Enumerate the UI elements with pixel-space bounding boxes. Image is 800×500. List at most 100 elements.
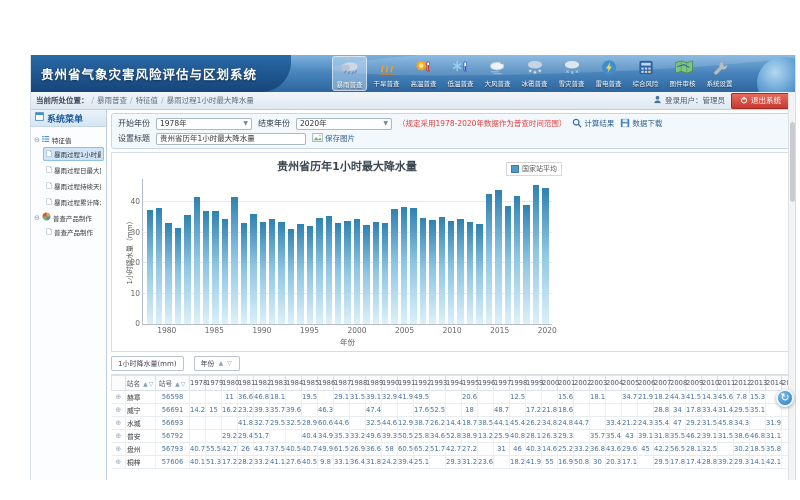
year-header-1978[interactable]: 1978 bbox=[190, 376, 206, 391]
year-header-1995[interactable]: 1995 bbox=[462, 376, 478, 391]
toolbar-item-high-temp[interactable]: 高温普查 bbox=[406, 56, 441, 91]
vertical-scrollbar[interactable] bbox=[788, 92, 795, 480]
year-header-2005[interactable]: 2005 bbox=[622, 376, 638, 391]
year-header-2010[interactable]: 2010 bbox=[702, 376, 718, 391]
toolbar-item-lightning[interactable]: 雷电普查 bbox=[591, 56, 626, 91]
sidebar-item[interactable]: 暴雨过程日最大降水量 bbox=[43, 163, 104, 177]
year-header-2002[interactable]: 2002 bbox=[574, 376, 590, 391]
data-download-button[interactable]: 数据下载 bbox=[620, 118, 662, 130]
year-header-1986[interactable]: 1986 bbox=[318, 376, 334, 391]
value-cell bbox=[302, 404, 318, 417]
row-expander-icon[interactable]: ⊕ bbox=[112, 391, 126, 404]
toolbar-item-drought[interactable]: 干旱普查 bbox=[369, 56, 404, 91]
start-year-select[interactable]: 1978年 ▼ bbox=[156, 118, 252, 130]
main-region: 系统菜单 ⊖特征值暴雨过程1小时最大降水量暴雨过程日最大降水量暴雨过程持续天数暴… bbox=[31, 110, 795, 480]
toolbar-item-composite-risk[interactable]: 综合风险 bbox=[628, 56, 663, 91]
value-cell: 51.7 bbox=[430, 443, 446, 456]
unit-filter-box[interactable]: 1小时降水量(mm) bbox=[111, 356, 184, 371]
toolbar-item-map-review[interactable]: 图件审核 bbox=[665, 56, 700, 91]
map-review-icon bbox=[672, 58, 694, 77]
toolbar-item-label: 系统设置 bbox=[707, 78, 733, 88]
year-header-2012[interactable]: 2012 bbox=[734, 376, 750, 391]
row-expander-icon[interactable]: ⊕ bbox=[112, 417, 126, 430]
year-header-2003[interactable]: 2003 bbox=[590, 376, 606, 391]
year-filter-box[interactable]: 年份 ▲ ▽ bbox=[194, 356, 240, 371]
value-cell: 40.3 bbox=[526, 443, 542, 456]
year-header-1981[interactable]: 1981 bbox=[238, 376, 254, 391]
row-expander-icon[interactable]: ⊕ bbox=[112, 443, 126, 456]
row-expander-icon[interactable]: ⊕ bbox=[112, 430, 126, 443]
toolbar-item-low-temp[interactable]: 低温普查 bbox=[443, 56, 478, 91]
year-header-2001[interactable]: 2001 bbox=[558, 376, 574, 391]
x-tick-label: 1995 bbox=[300, 326, 319, 335]
calc-result-button[interactable]: 计算结果 bbox=[572, 118, 614, 130]
bar-1991 bbox=[269, 219, 275, 324]
collapse-icon[interactable]: ⊖ bbox=[34, 214, 40, 222]
breadcrumb-item[interactable]: 特征值 bbox=[136, 95, 159, 106]
refresh-float-button[interactable]: ↻ bbox=[776, 389, 794, 407]
sidebar-item[interactable]: 普查产品制作 bbox=[43, 225, 104, 239]
year-header-2013[interactable]: 2013 bbox=[750, 376, 766, 391]
toolbar-item-label: 雪灾普查 bbox=[559, 78, 585, 88]
year-header-1993[interactable]: 1993 bbox=[430, 376, 446, 391]
value-cell: 60.5 bbox=[398, 443, 414, 456]
scrollbar-thumb[interactable] bbox=[790, 122, 795, 202]
end-year-select[interactable]: 2020年 ▼ bbox=[296, 118, 392, 130]
breadcrumb-item[interactable]: 暴雨普查 bbox=[97, 95, 127, 106]
breadcrumb-item[interactable]: 暴雨过程1小时最大降水量 bbox=[167, 95, 254, 106]
year-header-2009[interactable]: 2009 bbox=[686, 376, 702, 391]
year-header-2011[interactable]: 2011 bbox=[718, 376, 734, 391]
value-cell: 14.6 bbox=[542, 443, 558, 456]
sort-arrows-icon[interactable]: ▲ ▽ bbox=[219, 360, 233, 367]
toolbar-item-hail[interactable]: 冰雹普查 bbox=[517, 56, 552, 91]
collapse-icon[interactable]: ⊖ bbox=[34, 136, 40, 144]
toolbar-item-snow[interactable]: 雪灾普查 bbox=[554, 56, 589, 91]
year-filter-label: 年份 bbox=[201, 359, 215, 369]
year-header-2014[interactable]: 2014 bbox=[766, 376, 782, 391]
row-expander-icon[interactable]: ⊕ bbox=[112, 404, 126, 417]
sidebar-item[interactable]: 暴雨过程持续天数 bbox=[43, 179, 104, 193]
year-header-1989[interactable]: 1989 bbox=[366, 376, 382, 391]
sort-arrows-icon[interactable]: ▲▽ bbox=[172, 381, 186, 388]
station-id-header[interactable]: 站号 ▲▽ bbox=[156, 376, 190, 391]
toolbar-item-wind[interactable]: 大风普查 bbox=[480, 56, 515, 91]
year-header-1998[interactable]: 1998 bbox=[510, 376, 526, 391]
year-header-1992[interactable]: 1992 bbox=[414, 376, 430, 391]
year-header-2007[interactable]: 2007 bbox=[654, 376, 670, 391]
year-header-1988[interactable]: 1988 bbox=[350, 376, 366, 391]
toolbar-item-rainstorm[interactable]: 暴雨普查 bbox=[332, 56, 367, 91]
value-cell: 43 bbox=[622, 430, 638, 443]
year-header-1983[interactable]: 1983 bbox=[270, 376, 286, 391]
bar-slot bbox=[465, 179, 474, 324]
value-cell: 46.2 bbox=[686, 430, 702, 443]
row-expander-icon[interactable]: ⊕ bbox=[112, 456, 126, 469]
save-image-button[interactable]: 保存图片 bbox=[312, 132, 355, 145]
logout-button[interactable]: 退出系统 bbox=[731, 93, 790, 109]
year-header-2008[interactable]: 2008 bbox=[670, 376, 686, 391]
toolbar-item-settings[interactable]: 系统设置 bbox=[702, 56, 737, 91]
year-header-1994[interactable]: 1994 bbox=[446, 376, 462, 391]
bar-slot bbox=[164, 179, 173, 324]
year-header-1984[interactable]: 1984 bbox=[286, 376, 302, 391]
year-header-1999[interactable]: 1999 bbox=[526, 376, 542, 391]
year-header-1982[interactable]: 1982 bbox=[254, 376, 270, 391]
year-header-1979[interactable]: 1979 bbox=[206, 376, 222, 391]
sidebar-group-特征值: ⊖特征值 bbox=[34, 135, 104, 145]
year-header-2006[interactable]: 2006 bbox=[638, 376, 654, 391]
sort-arrows-icon[interactable]: ▲▽ bbox=[140, 381, 154, 388]
year-header-1985[interactable]: 1985 bbox=[302, 376, 318, 391]
year-header-1991[interactable]: 1991 bbox=[398, 376, 414, 391]
year-header-2000[interactable]: 2000 bbox=[542, 376, 558, 391]
year-header-1990[interactable]: 1990 bbox=[382, 376, 398, 391]
station-name-label: 站名 bbox=[127, 380, 141, 388]
year-header-1987[interactable]: 1987 bbox=[334, 376, 350, 391]
station-name-header[interactable]: 站名 ▲▽ bbox=[126, 376, 156, 391]
year-header-1980[interactable]: 1980 bbox=[222, 376, 238, 391]
year-header-2004[interactable]: 2004 bbox=[606, 376, 622, 391]
value-cell: 55 bbox=[542, 456, 558, 469]
year-header-1997[interactable]: 1997 bbox=[494, 376, 510, 391]
sidebar-item[interactable]: 暴雨过程累计降水量 bbox=[43, 195, 104, 209]
chart-title-input[interactable] bbox=[156, 133, 306, 145]
year-header-1996[interactable]: 1996 bbox=[478, 376, 494, 391]
sidebar-item[interactable]: 暴雨过程1小时最大降水量 bbox=[43, 147, 104, 161]
